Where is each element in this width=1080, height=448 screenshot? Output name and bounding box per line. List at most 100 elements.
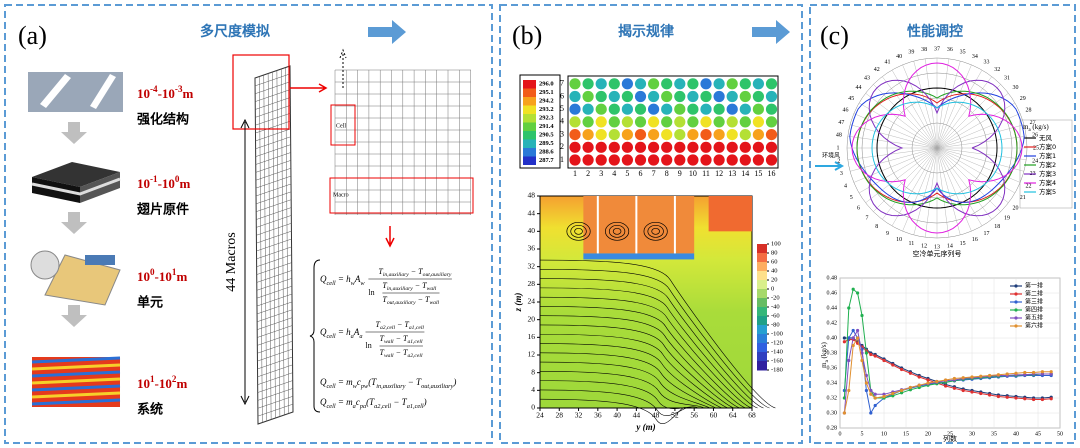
colorbar-swatch <box>523 80 536 89</box>
image <box>31 177 121 196</box>
symbol: = m <box>336 377 354 387</box>
heatmap-cell <box>739 78 751 90</box>
heatmap-cell <box>595 90 607 103</box>
arrow-icon <box>368 20 406 44</box>
x-tick-label: 30 <box>969 431 975 437</box>
data-point <box>1023 370 1027 375</box>
subscript: w <box>360 280 365 287</box>
colorbar-label: 100 <box>771 240 781 247</box>
x-tick-label: 28 <box>556 411 564 420</box>
streamline <box>539 306 746 409</box>
col-label: 2 <box>586 169 590 178</box>
polar-spoke <box>891 147 938 227</box>
level-image <box>28 72 123 112</box>
streamline <box>539 333 728 409</box>
polar-spoke <box>936 76 992 149</box>
angle-label: 39 <box>908 50 914 56</box>
colorbar-label: -40 <box>771 303 780 310</box>
angle-label: 12 <box>921 244 927 250</box>
angle-label: 14 <box>947 244 953 250</box>
heatmap-cell <box>661 103 673 115</box>
vortex <box>566 221 591 241</box>
data-point <box>952 376 957 381</box>
data-point <box>1049 397 1053 401</box>
polar-spoke <box>936 124 1024 149</box>
heatmap-cell <box>621 141 634 153</box>
angle-label: 26 <box>1032 132 1038 138</box>
heatmap-cell <box>700 103 712 115</box>
colorbar-label: -20 <box>771 294 780 301</box>
heatmap-cell <box>595 129 607 141</box>
y-axis-label: z (m) <box>513 293 523 313</box>
subscript: in,auxiliary <box>376 383 405 390</box>
x-tick-label: 52 <box>671 411 679 420</box>
x-tick-label: 24 <box>536 411 544 420</box>
panel-border <box>499 4 803 444</box>
highlight <box>330 104 356 146</box>
x-tick-label: 10 <box>881 431 887 437</box>
streamline <box>539 269 770 409</box>
down-arrow <box>61 305 87 327</box>
polar-curve <box>851 62 1023 234</box>
mesh-line <box>281 68 285 416</box>
data-point <box>882 394 886 399</box>
col-label: 6 <box>639 169 643 178</box>
subscript: a1,cell <box>407 403 424 410</box>
equation-inner: Tin,auxiliary − Twall <box>382 281 436 292</box>
series-line <box>843 329 1052 414</box>
data-point <box>908 371 913 375</box>
heatmap-cell <box>634 141 647 153</box>
legend-label: 方案5 <box>1039 187 1056 196</box>
col-label: 3 <box>599 169 603 178</box>
subscript: pw <box>360 383 369 390</box>
dim-arrow <box>240 118 250 406</box>
colorbar-label: 296.0 <box>539 80 554 87</box>
heatmap-cell <box>765 90 778 103</box>
heatmap-cell <box>726 141 738 153</box>
data-point <box>851 287 855 291</box>
heatmap-cell <box>687 116 699 128</box>
data-point <box>1023 373 1027 377</box>
polar-spoke <box>853 113 938 149</box>
polar-spoke <box>847 136 938 149</box>
mesh-line <box>272 71 276 419</box>
subscript: a2,cell <box>380 325 396 331</box>
data-point <box>851 328 855 333</box>
colorbar-swatch <box>757 262 767 272</box>
heatmap-cell <box>648 90 660 103</box>
polar-curve <box>871 101 1003 195</box>
red-arrow <box>385 226 395 248</box>
legend-label: 方案3 <box>1039 169 1056 178</box>
colorbar-label: 292.3 <box>539 114 554 121</box>
equation: Qcell = hwAw <box>320 274 365 287</box>
x-tick-label: 44 <box>633 411 641 420</box>
scale-sep: - <box>155 376 159 391</box>
heatmap-cell <box>726 90 738 103</box>
panel-border <box>809 4 1076 444</box>
scale-base: 10 <box>137 176 150 191</box>
red-arrow <box>290 83 328 93</box>
angle-label: 2 <box>837 158 840 164</box>
equation-ln: ln <box>365 341 371 350</box>
subscript: a <box>1028 128 1031 133</box>
polar-spoke <box>936 147 1024 172</box>
legend-label: 第三排 <box>1025 298 1043 306</box>
symbol: = m <box>336 397 354 407</box>
colorbar-label: 294.2 <box>539 97 554 104</box>
heatmap-cell <box>739 129 751 141</box>
equation-inner: Tout,auxiliary − Twall <box>382 295 439 306</box>
heatmap-cell <box>765 154 778 166</box>
colorbar-swatch <box>757 289 767 299</box>
heatmap-cell <box>582 78 594 90</box>
polar-spoke <box>858 147 938 194</box>
heatmap-cell <box>621 116 634 128</box>
heatmap-cell <box>726 154 738 166</box>
symbol: (T <box>366 397 375 407</box>
equation-inner: Twall − Ta2,cell <box>379 348 422 359</box>
heatmap-cell <box>621 78 634 90</box>
heatmap-cell <box>713 78 725 90</box>
scale-exp: -1 <box>150 174 158 184</box>
level-image <box>31 162 121 203</box>
image <box>31 398 121 406</box>
heatmap-cell <box>569 90 581 103</box>
